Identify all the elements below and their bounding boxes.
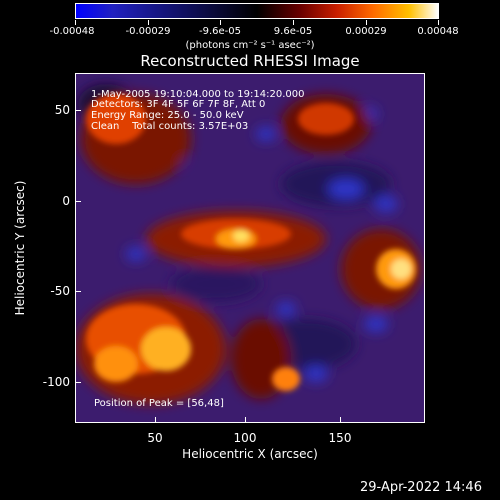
y-tick <box>75 382 81 383</box>
colorbar-tick <box>366 20 367 25</box>
x-tick-label: 100 <box>233 431 257 445</box>
x-tick <box>245 417 246 423</box>
x-tick <box>340 417 341 423</box>
x-tick <box>155 417 156 423</box>
info-detectors: Detectors: 3F 4F 5F 6F 7F 8F, Att 0 <box>91 99 266 110</box>
x-tick-label: 50 <box>147 431 163 445</box>
image-plot: 1-May-2005 19:10:04.000 to 19:14:20.000 … <box>75 73 425 423</box>
peak-position: Position of Peak = [56,48] <box>94 398 224 409</box>
y-tick-label: 50 <box>54 103 70 117</box>
info-clean-counts: Clean Total counts: 3.57E+03 <box>91 121 249 132</box>
colorbar-tick-label: 0.00029 <box>345 26 387 37</box>
y-tick-label: -50 <box>50 284 70 298</box>
x-tick-label: 150 <box>328 431 352 445</box>
y-axis-title: Heliocentric Y (arcsec) <box>13 180 27 316</box>
colorbar <box>75 3 439 19</box>
y-tick-label: -100 <box>42 375 70 389</box>
timestamp: 29-Apr-2022 14:46 <box>360 480 482 495</box>
colorbar-tick <box>438 20 439 25</box>
y-tick <box>75 110 81 111</box>
colorbar-tick <box>75 20 76 25</box>
plot-title: Reconstructed RHESSI Image <box>140 52 360 70</box>
y-tick-label: 0 <box>62 194 70 208</box>
info-energy-range: Energy Range: 25.0 - 50.0 keV <box>91 110 244 121</box>
colorbar-tick <box>293 20 294 25</box>
colorbar-tick-label: -0.00048 <box>49 26 95 37</box>
info-time-range: 1-May-2005 19:10:04.000 to 19:14:20.000 <box>91 89 305 100</box>
colorbar-units: (photons cm⁻² s⁻¹ asec⁻²) <box>185 40 315 51</box>
colorbar-tick-label: 0.00048 <box>417 26 459 37</box>
y-tick <box>75 201 81 202</box>
x-axis-title: Heliocentric X (arcsec) <box>182 447 318 461</box>
heatmap-image <box>76 74 424 422</box>
colorbar-tick-label: 9.6e-05 <box>273 26 313 37</box>
colorbar-tick-label: -9.6e-05 <box>199 26 241 37</box>
colorbar-tick-label: -0.00029 <box>125 26 171 37</box>
colorbar-tick <box>220 20 221 25</box>
colorbar-tick <box>148 20 149 25</box>
y-tick <box>75 291 81 292</box>
